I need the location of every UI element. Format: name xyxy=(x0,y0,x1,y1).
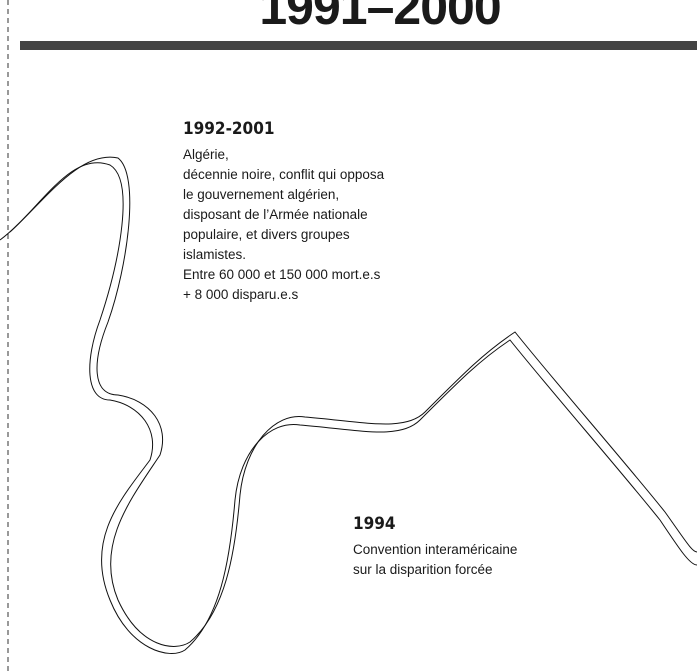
event-text: disposant de l’Armée nationale xyxy=(183,205,384,225)
event-text: le gouvernement algérien, xyxy=(183,185,384,205)
event-text: sur la disparition forcée xyxy=(353,560,517,580)
event-text: Algérie, xyxy=(183,145,384,165)
event-text: + 8 000 disparu.e.s xyxy=(183,285,384,305)
divider xyxy=(20,41,697,50)
event-text: Entre 60 000 et 150 000 mort.e.s xyxy=(183,265,384,285)
title: 1991–2000 xyxy=(0,0,697,36)
decoration xyxy=(0,0,697,671)
event-text: Convention interaméricaine xyxy=(353,540,517,560)
event-date: 1994 xyxy=(353,514,517,534)
event-text: populaire, et divers groupes xyxy=(183,225,384,245)
event-text: islamistes. xyxy=(183,245,384,265)
event-text: décennie noire, conflit qui opposa xyxy=(183,165,384,185)
event: 1992-2001 Algérie,décennie noire, conflit… xyxy=(183,119,384,305)
event-date: 1992-2001 xyxy=(183,119,384,139)
page: 1991–2000 1992-2001 Algérie,décennie noir… xyxy=(0,0,697,671)
